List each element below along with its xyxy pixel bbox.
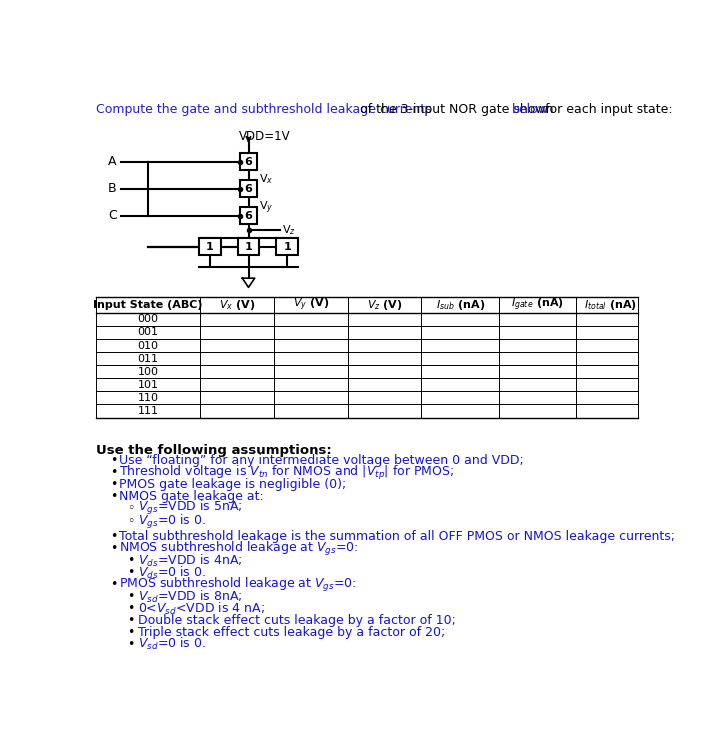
Text: Triple stack effect cuts leakage by a factor of 20;: Triple stack effect cuts leakage by a fa… <box>138 626 445 639</box>
Text: 6: 6 <box>244 184 252 194</box>
Text: NMOS subthreshold leakage at $V_{gs}$=0:: NMOS subthreshold leakage at $V_{gs}$=0: <box>119 540 358 558</box>
Text: •: • <box>128 590 140 603</box>
Text: $V_z$ (V): $V_z$ (V) <box>366 298 402 312</box>
Text: •: • <box>111 454 123 467</box>
Text: •: • <box>128 614 140 627</box>
Bar <box>240 154 257 170</box>
Text: V$_y$: V$_y$ <box>260 200 274 216</box>
Text: •: • <box>111 578 123 591</box>
Text: $I_{gate}$ (nA): $I_{gate}$ (nA) <box>511 297 564 313</box>
Text: Use “floating” for any intermediate voltage between 0 and VDD;: Use “floating” for any intermediate volt… <box>119 454 524 467</box>
Text: ◦: ◦ <box>128 502 140 515</box>
Text: $V_{ds}$=VDD is 4nA;: $V_{ds}$=VDD is 4nA; <box>138 553 242 568</box>
Text: •: • <box>128 566 140 579</box>
Bar <box>237 238 260 255</box>
Text: for each input state:: for each input state: <box>541 104 673 116</box>
Bar <box>199 238 221 255</box>
Text: •: • <box>128 602 140 615</box>
Text: B: B <box>108 182 117 195</box>
Text: VDD=1V: VDD=1V <box>239 130 291 142</box>
Text: $I_{sub}$ (nA): $I_{sub}$ (nA) <box>435 298 485 312</box>
Bar <box>276 238 298 255</box>
Text: 001: 001 <box>138 327 158 337</box>
Bar <box>96 298 638 418</box>
Text: •: • <box>128 626 140 639</box>
Text: Total subthreshold leakage is the summation of all OFF PMOS or NMOS leakage curr: Total subthreshold leakage is the summat… <box>119 530 675 543</box>
Text: 1: 1 <box>206 242 214 251</box>
Text: 110: 110 <box>138 393 158 403</box>
Text: of the 3-input NOR gate shown: of the 3-input NOR gate shown <box>356 104 557 116</box>
Text: 1: 1 <box>283 242 291 251</box>
Text: V$_z$: V$_z$ <box>282 224 295 237</box>
Text: •: • <box>128 554 140 567</box>
Text: •: • <box>111 478 123 491</box>
Text: $V_{gs}$=0 is 0.: $V_{gs}$=0 is 0. <box>138 513 206 531</box>
Text: $V_y$ (V): $V_y$ (V) <box>293 297 329 313</box>
Text: PMOS gate leakage is negligible (0);: PMOS gate leakage is negligible (0); <box>119 478 346 491</box>
Text: Double stack effect cuts leakage by a factor of 10;: Double stack effect cuts leakage by a fa… <box>138 614 455 627</box>
Text: A: A <box>108 155 117 169</box>
Text: ◦: ◦ <box>128 515 140 528</box>
Text: 111: 111 <box>138 406 158 416</box>
Text: $V_{sd}$=VDD is 8nA;: $V_{sd}$=VDD is 8nA; <box>138 589 242 604</box>
Text: PMOS subthreshold leakage at $V_{gs}$=0:: PMOS subthreshold leakage at $V_{gs}$=0: <box>119 576 356 594</box>
Text: Compute the gate and subthreshold leakage currents: Compute the gate and subthreshold leakag… <box>96 104 432 116</box>
Text: 000: 000 <box>138 314 158 325</box>
Text: 100: 100 <box>138 367 158 377</box>
Text: C: C <box>108 210 117 222</box>
Bar <box>240 181 257 198</box>
Text: •: • <box>111 530 123 543</box>
Bar <box>240 207 257 225</box>
Text: 6: 6 <box>244 157 252 167</box>
Text: 0<$V_{sd}$<VDD is 4 nA;: 0<$V_{sd}$<VDD is 4 nA; <box>138 601 265 616</box>
Text: below: below <box>512 104 549 116</box>
Text: $V_x$ (V): $V_x$ (V) <box>219 298 255 312</box>
Text: $V_{sd}$=0 is 0.: $V_{sd}$=0 is 0. <box>138 636 206 652</box>
Text: Threshold voltage is $V_{tn}$ for NMOS and $|V_{tp}|$ for PMOS;: Threshold voltage is $V_{tn}$ for NMOS a… <box>119 463 455 482</box>
Text: •: • <box>111 490 123 503</box>
Text: Use the following assumptions:: Use the following assumptions: <box>96 444 331 457</box>
Text: 011: 011 <box>138 354 158 363</box>
Text: $I_{total}$ (nA): $I_{total}$ (nA) <box>584 298 637 312</box>
Text: 010: 010 <box>138 340 158 351</box>
Text: 101: 101 <box>138 380 158 390</box>
Text: •: • <box>111 466 123 479</box>
Text: 1: 1 <box>244 242 252 251</box>
Text: 6: 6 <box>244 211 252 221</box>
Text: V$_x$: V$_x$ <box>260 172 274 186</box>
Text: $V_{gs}$=VDD is 5nA;: $V_{gs}$=VDD is 5nA; <box>138 499 242 518</box>
Text: NMOS gate leakage at:: NMOS gate leakage at: <box>119 490 264 503</box>
Text: •: • <box>111 542 123 555</box>
Text: •: • <box>128 638 140 651</box>
Text: Input State (ABC): Input State (ABC) <box>93 300 203 310</box>
Text: $V_{ds}$=0 is 0.: $V_{ds}$=0 is 0. <box>138 565 206 580</box>
